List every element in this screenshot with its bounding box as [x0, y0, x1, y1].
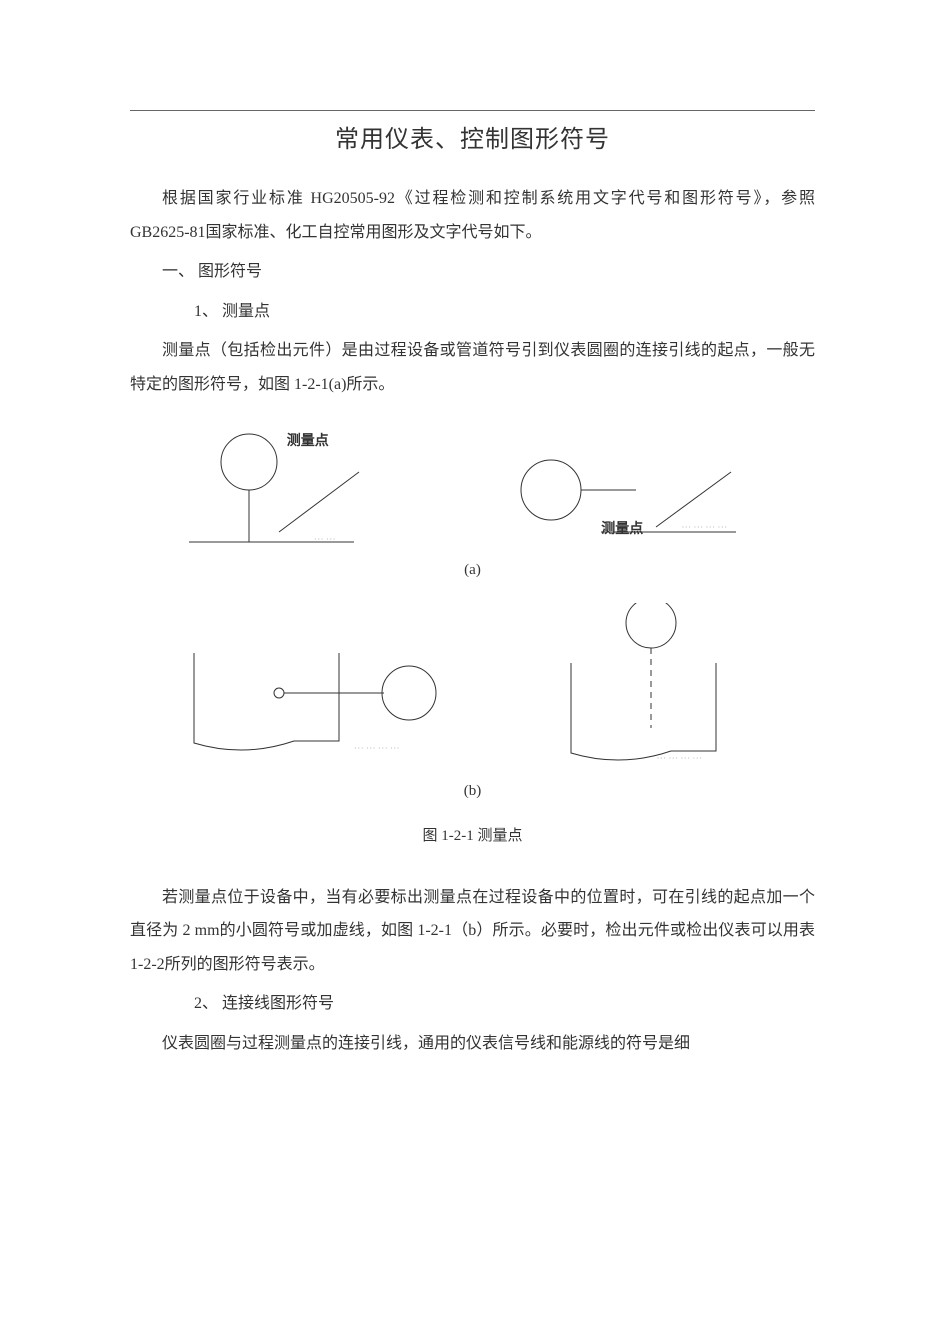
sublabel-b: (b)	[130, 783, 815, 800]
body-paragraph-4: 仪表圆圈与过程测量点的连接引线，通用的仪表信号线和能源线的符号是细	[130, 1027, 815, 1061]
diagram-a-left: 测量点 ⋯⋯	[189, 432, 389, 552]
annotation-measure-point: 测量点	[287, 430, 329, 450]
diagram-a-right: 测量点 ⋯⋯⋯⋯	[506, 452, 756, 552]
body-paragraph-3: 若测量点位于设备中，当有必要标出测量点在过程设备中的位置时，可在引线的起点加一个…	[130, 881, 815, 982]
diagram-b-right: ⋯⋯⋯⋯	[561, 603, 761, 773]
body-paragraph-2: 测量点（包括检出元件）是由过程设备或管道符号引到仪表圆圈的连接引线的起点，一般无…	[130, 334, 815, 401]
diagram-b-right-svg	[561, 603, 761, 773]
ghost-dots-4: ⋯⋯⋯⋯	[656, 753, 704, 764]
section-heading-1: 一、 图形符号	[130, 255, 815, 289]
sub-heading-2: 2、 连接线图形符号	[130, 987, 815, 1021]
figure-1-2-1: 测量点 ⋯⋯ 测量点 ⋯⋯⋯⋯ (a)	[130, 432, 815, 845]
top-rule	[130, 110, 815, 111]
document-page: 常用仪表、控制图形符号 根据国家行业标准 HG20505-92《过程检测和控制系…	[0, 0, 945, 1125]
intro-paragraph: 根据国家行业标准 HG20505-92《过程检测和控制系统用文字代号和图形符号》…	[130, 182, 815, 249]
diagram-b-left: ⋯⋯⋯⋯	[184, 643, 454, 773]
figure-caption: 图 1-2-1 测量点	[130, 824, 815, 845]
diagram-a-left-svg	[189, 432, 389, 552]
page-title: 常用仪表、控制图形符号	[130, 119, 815, 154]
figure-row-b: ⋯⋯⋯⋯ ⋯⋯⋯⋯	[130, 603, 815, 773]
sublabel-a: (a)	[130, 562, 815, 579]
diagram-b-left-svg	[184, 643, 454, 773]
ghost-dots: ⋯⋯	[314, 534, 338, 545]
figure-row-a: 测量点 ⋯⋯ 测量点 ⋯⋯⋯⋯	[130, 432, 815, 552]
annotation-measure-point-2: 测量点	[601, 518, 643, 538]
sub-heading-1: 1、 测量点	[130, 295, 815, 329]
ghost-dots-3: ⋯⋯⋯⋯	[354, 743, 402, 754]
ghost-dots-2: ⋯⋯⋯⋯	[681, 522, 729, 533]
